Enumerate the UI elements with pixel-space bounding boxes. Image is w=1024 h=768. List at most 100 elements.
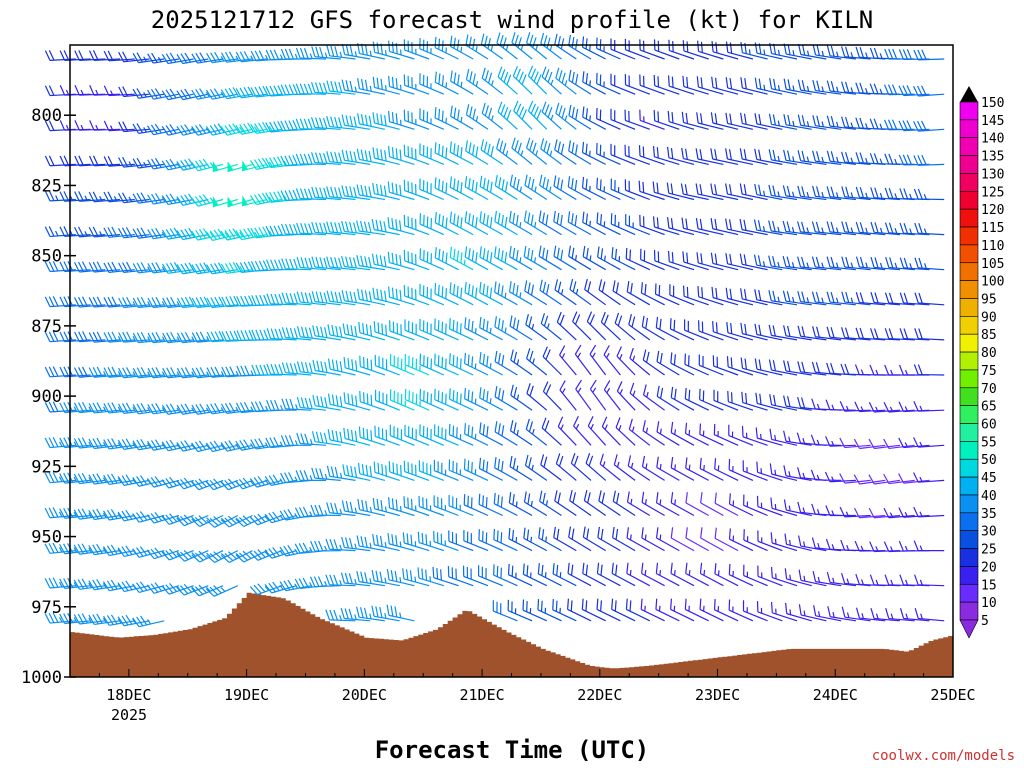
wind-barb — [598, 279, 621, 306]
barb-flag — [419, 38, 421, 49]
barb-staff — [829, 196, 856, 201]
barb-flag — [640, 282, 644, 294]
barb-half-flag — [220, 55, 225, 62]
barb-flag — [224, 88, 232, 99]
barb-flag — [441, 356, 444, 368]
barb-flag — [206, 52, 213, 63]
barb-flag — [146, 549, 155, 560]
wind-barb — [89, 85, 121, 96]
barb-flag — [220, 263, 228, 274]
barb-half-flag — [802, 438, 806, 444]
wind-barb — [581, 36, 606, 60]
barb-flag — [184, 296, 191, 307]
barb-staff — [344, 474, 371, 481]
barb-flag — [730, 357, 733, 369]
barb-flag — [573, 455, 579, 467]
barb-staff — [729, 538, 754, 552]
barb-flag — [811, 361, 816, 373]
barb-staff — [389, 121, 415, 130]
wind-barb — [387, 533, 415, 552]
barb-half-flag — [102, 512, 107, 518]
barb-flag — [281, 362, 287, 373]
barb-staff — [524, 184, 548, 201]
wind-barb — [465, 140, 489, 165]
barb-flag — [195, 331, 202, 343]
barb-half-flag — [161, 550, 167, 556]
barb-flag — [358, 426, 361, 438]
barb-staff — [699, 399, 724, 411]
barb-flag — [743, 149, 747, 160]
wind-barb — [841, 256, 871, 271]
barb-half-flag — [577, 352, 582, 358]
barb-flag — [236, 365, 242, 377]
barb-half-flag — [777, 49, 780, 56]
barb-flag — [859, 47, 864, 58]
barb-flag — [63, 507, 70, 519]
barb-flag — [353, 291, 357, 303]
barb-staff — [464, 327, 489, 341]
barb-staff — [419, 363, 445, 376]
barb-flag — [117, 403, 125, 414]
barb-flag — [460, 147, 463, 158]
barb-flag — [217, 123, 225, 133]
barb-staff — [888, 409, 915, 413]
barb-half-flag — [430, 48, 432, 54]
barb-flag — [554, 490, 558, 502]
barb-flag — [873, 47, 879, 59]
barb-flag — [496, 32, 501, 44]
barb-staff — [611, 257, 636, 271]
barb-flag — [349, 150, 354, 162]
barb-flag — [300, 223, 305, 234]
barb-flag — [527, 176, 532, 188]
barb-flag — [140, 475, 148, 485]
barb-staff — [742, 158, 768, 165]
barb-staff — [300, 57, 327, 60]
barb-flag — [883, 473, 890, 484]
wind-barb — [162, 331, 194, 344]
barb-flag — [681, 147, 684, 159]
barb-half-flag — [560, 289, 564, 295]
wind-barb — [898, 507, 930, 518]
barb-flag — [422, 109, 425, 121]
wind-barb — [296, 396, 327, 411]
wind-barb — [176, 514, 209, 527]
barb-staff — [829, 444, 856, 447]
barb-flag — [140, 227, 147, 238]
wind-barb — [403, 285, 430, 306]
barb-half-flag — [415, 48, 417, 55]
wind-barb — [494, 210, 518, 236]
barb-flag — [353, 116, 357, 128]
wind-barb — [757, 530, 783, 552]
barb-staff — [419, 329, 445, 341]
barb-flag — [508, 281, 512, 292]
barb-flag — [433, 495, 435, 507]
wind-barb — [556, 311, 577, 341]
barb-flag — [228, 51, 236, 62]
barb-staff — [419, 188, 445, 201]
barb-flag — [725, 148, 729, 160]
barb-flag — [527, 247, 530, 259]
wind-barb — [753, 254, 783, 271]
barb-staff — [727, 366, 754, 376]
barb-flag — [146, 584, 155, 594]
barb-flag — [302, 577, 309, 588]
barb-half-flag — [73, 406, 78, 412]
barb-flag — [304, 433, 309, 445]
barb-flag — [569, 489, 573, 501]
barb-half-flag — [161, 371, 166, 377]
barb-flag — [243, 261, 250, 272]
barb-flag — [198, 124, 207, 134]
barb-half-flag — [191, 586, 196, 592]
barb-staff — [481, 112, 504, 130]
barb-flag — [511, 565, 514, 577]
wind-barb — [654, 283, 680, 306]
barb-staff — [359, 123, 386, 130]
wind-barb — [869, 328, 901, 341]
barb-flag — [571, 247, 575, 259]
barb-flag — [546, 37, 551, 49]
barb-flag — [262, 226, 269, 237]
barb-flag — [770, 497, 773, 509]
barb-flag — [227, 551, 237, 560]
wind-barb — [311, 46, 341, 60]
barb-flag — [811, 537, 816, 549]
